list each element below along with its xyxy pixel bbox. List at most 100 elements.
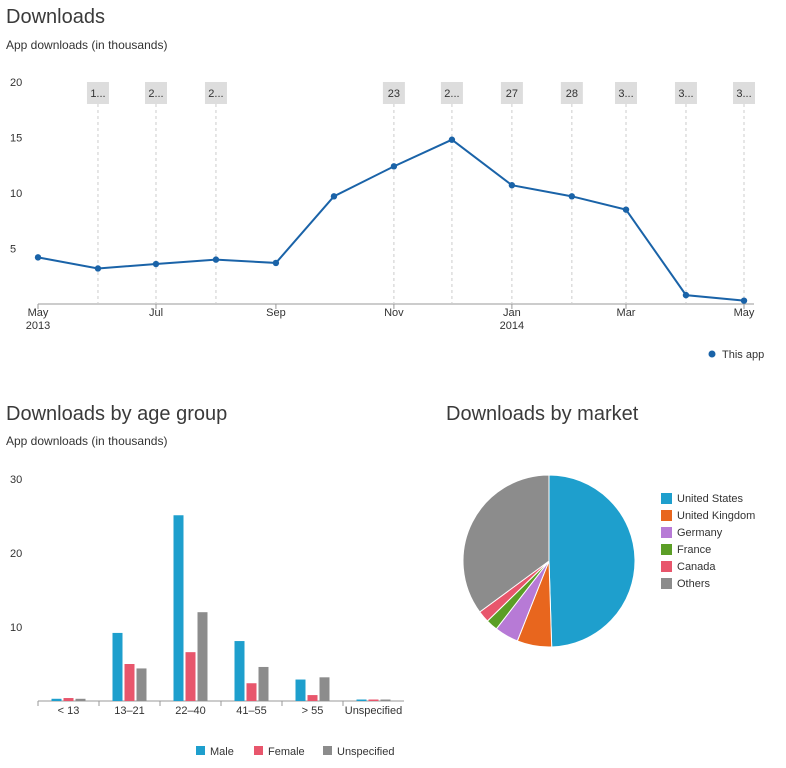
legend-label-germany: Germany [677,527,723,539]
y-tick-label: 20 [10,77,22,89]
data-point [330,193,338,200]
x-tick-label: Jul [149,307,163,319]
legend-swatch-germany [661,527,672,538]
x-category-label: 41–55 [236,705,267,717]
annotation-label: 2... [444,88,459,100]
legend-swatch-united-states [661,493,672,504]
data-point [212,256,220,263]
legend-swatch-male [196,746,205,755]
annotation-label: 3... [678,88,693,100]
x-category-label: > 55 [302,705,324,717]
bar-male [173,515,184,701]
y-tick-label: 10 [10,622,22,634]
x-category-label: 22–40 [175,705,206,717]
data-point [152,260,160,268]
data-point [740,297,748,304]
bar-male [112,632,123,701]
data-point [508,182,516,189]
data-point [34,254,42,261]
bar-male [51,698,62,701]
legend-label-canada: Canada [677,561,716,573]
x-tick-label: Mar [617,307,636,319]
annotation-label: 3... [736,88,751,100]
legend-label-france: France [677,544,711,556]
bar-unspecified [136,668,147,701]
x-category-label: 13–21 [114,705,145,717]
annotation-label: 1... [90,88,105,100]
x-tick-year-label: 2014 [500,320,524,332]
bar-unspecified [258,666,269,701]
legend-label-unspecified: Unspecified [337,746,394,758]
age-group-title: Downloads by age group [6,403,228,425]
bar-female [124,664,135,701]
bar-female [368,699,379,701]
data-point [622,206,630,213]
legend-swatch-unspecified [323,746,332,755]
annotation-label: 2... [208,88,223,100]
annotation-flag [615,82,638,104]
legend-label-united-states: United States [677,493,744,505]
pie-slice-united-states [548,474,636,648]
x-category-label: Unspecified [345,705,402,717]
annotation-label: 2... [148,88,163,100]
bar-female [63,698,74,701]
downloads-title: Downloads [6,6,105,28]
bar-unspecified [380,699,391,701]
bar-male [295,679,306,701]
data-point [94,265,102,272]
y-tick-label: 30 [10,474,22,486]
bar-unspecified [197,612,208,701]
market-pie-chart: United States United Kingdom Germany France… [462,474,755,648]
annotation-flag [733,82,755,104]
age-group-bar-chart: 10 20 30 < 13 13–21 22–40 41–55 > 55 Unspecified… [10,474,404,758]
pie-slice-others [462,474,550,613]
x-tick-label: Nov [384,307,404,319]
data-point [682,291,690,299]
x-tick-year-label: 2013 [26,320,50,332]
annotation-label: 23 [388,88,400,100]
legend-swatch-canada [661,561,672,572]
annotation-flag [382,82,405,104]
legend-swatch-united-kingdom [661,510,672,521]
x-tick-label: May [28,307,49,319]
legend-swatch-female [254,746,263,755]
annotation-label: 3... [618,88,633,100]
x-tick-label: Jan [503,307,521,319]
annotation-flag [440,82,463,104]
annotation-flag [560,82,583,104]
annotation-flag [144,82,167,104]
data-point [272,259,280,267]
data-point [448,136,456,143]
legend-label-female: Female [268,746,305,758]
bar-unspecified [75,698,86,701]
bar-female [307,695,318,701]
x-category-label: < 13 [58,705,80,717]
legend-label-this-app: This app [722,349,764,361]
legend-swatch-others [661,578,672,589]
bar-unspecified [319,677,330,701]
bar-female [185,652,196,701]
legend-label-male: Male [210,746,234,758]
annotation-flag [500,82,523,104]
series-line-this-app [37,138,745,302]
bar-male [234,641,245,701]
y-tick-label: 5 [10,244,16,256]
legend-label-others: Others [677,578,711,590]
legend-label-united-kingdom: United Kingdom [677,510,755,522]
bar-female [246,683,257,701]
bar-male [356,699,367,701]
x-tick-label: May [734,307,755,319]
annotation-label: 27 [506,88,518,100]
annotation-flag [204,82,227,104]
annotation-flag [86,82,109,104]
y-tick-label: 15 [10,133,22,145]
x-tick-label: Sep [266,307,286,319]
y-tick-label: 10 [10,188,22,200]
legend-swatch-france [661,544,672,555]
legend-marker-this-app [708,350,716,358]
annotation-flag [674,82,697,104]
downloads-subtitle: App downloads (in thousands) [6,38,168,52]
data-point [568,193,576,200]
